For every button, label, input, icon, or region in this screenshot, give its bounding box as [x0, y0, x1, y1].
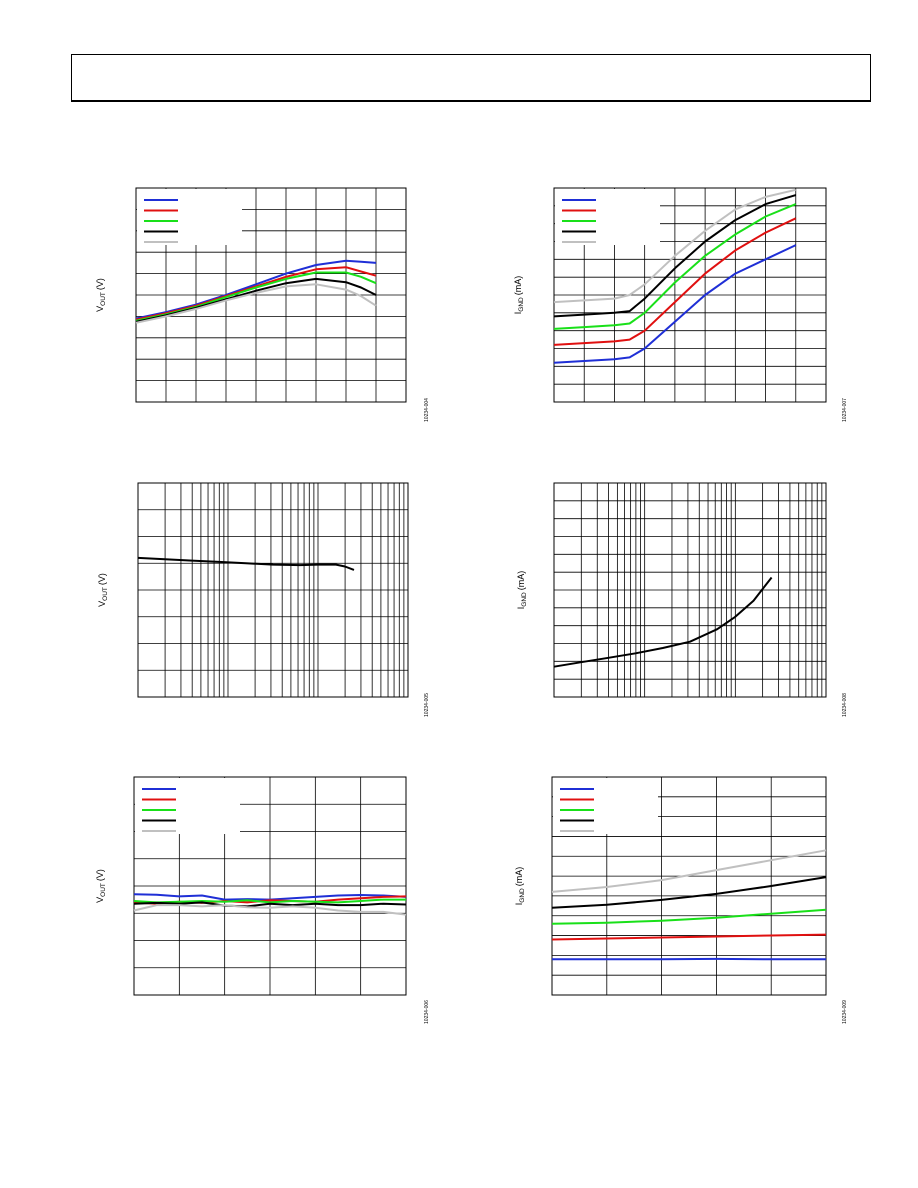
y-axis-label: VOUT(V) [95, 278, 107, 312]
plot-frame [135, 187, 407, 403]
grid [553, 483, 826, 697]
series-line-black [137, 556, 355, 571]
series-line-black [133, 901, 407, 908]
y-axis-label: IGND(mA) [514, 867, 526, 905]
series-line-red [135, 266, 377, 321]
plot-frame [553, 482, 827, 698]
figure-id: 10234-006 [424, 1000, 430, 1024]
page-header-box [71, 54, 871, 102]
series-line-green [551, 908, 827, 925]
series-line-red [551, 933, 827, 941]
plot-frame [553, 187, 827, 403]
legend [137, 189, 242, 245]
plot-frame [551, 776, 827, 996]
legend [553, 778, 658, 834]
series-line-blue [135, 259, 377, 320]
series-line-green [133, 898, 406, 904]
chart-1: VOUT(V) 10234-004 [95, 187, 430, 422]
figure-id: 10234-008 [842, 693, 848, 717]
series-line-green [553, 203, 797, 330]
figure-id: 10234-007 [842, 398, 848, 422]
legend [555, 189, 660, 245]
series-line-gray [133, 904, 407, 916]
y-axis-label: IGND(mA) [513, 276, 525, 314]
legend [135, 778, 240, 834]
series-line-blue [553, 244, 797, 364]
y-axis-label: VOUT(V) [97, 573, 109, 607]
series-line-gray [551, 849, 827, 893]
chart-6: IGND(mA) 10234-009 [514, 776, 848, 1024]
series-line-black [551, 876, 827, 909]
series-line-black [553, 576, 773, 668]
series-line-black [553, 194, 797, 318]
figure-id: 10234-009 [842, 1000, 848, 1024]
series-line-red [553, 217, 797, 346]
chart-5: VOUT(V) 10234-006 [95, 776, 430, 1024]
y-axis-label: IGND(mA) [516, 571, 528, 609]
grid [137, 483, 408, 697]
grid [136, 188, 406, 402]
chart-3: VOUT(V) 10234-005 [97, 482, 430, 717]
series-line-gray [135, 283, 377, 324]
figure-id: 10234-005 [424, 693, 430, 717]
plot-frame [137, 482, 409, 698]
series-line-gray [553, 188, 797, 304]
series-line-black [135, 277, 377, 323]
chart-4: IGND(mA) 10234-008 [516, 482, 848, 717]
y-axis-label: VOUT(V) [95, 869, 107, 903]
plot-frame [133, 776, 407, 996]
figure-id: 10234-004 [424, 398, 430, 422]
chart-2: IGND(mA) 10234-007 [513, 187, 848, 422]
